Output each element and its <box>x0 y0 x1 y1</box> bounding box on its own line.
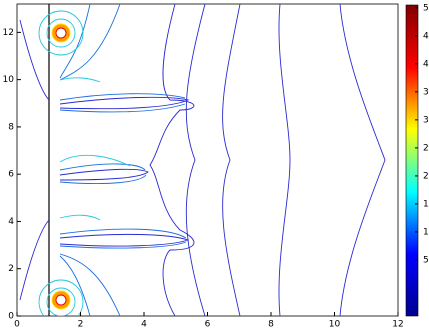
colorbar-tick-label: 40 <box>423 59 429 69</box>
x-tick-label: 0 <box>14 320 20 330</box>
x-tick-label: 8 <box>268 320 274 330</box>
x-tick-label: 4 <box>141 320 147 330</box>
x-tick-label: 12 <box>392 320 403 330</box>
y-tick-label: 6 <box>8 170 14 180</box>
colorbar-tick-label: 30 <box>423 115 429 125</box>
colorbar-tick-label: 15 <box>423 199 429 209</box>
colorbar <box>405 4 419 317</box>
y-tick-label: 2 <box>8 264 14 274</box>
colorbar-tick-label: 20 <box>423 171 429 181</box>
colorbar-tick-label: 5 <box>423 255 429 265</box>
colorbar-tick-label: 35 <box>423 87 429 97</box>
colorbar-tick-label: 25 <box>423 143 429 153</box>
y-tick-label: 12 <box>3 28 14 38</box>
contours <box>19 4 386 316</box>
colorbar-tick-label: 10 <box>423 227 429 237</box>
colorbar-tick-label: 45 <box>423 31 429 41</box>
x-tick-label: 10 <box>329 320 341 330</box>
y-tick-label: 8 <box>8 122 14 132</box>
y-tick-label: 4 <box>8 217 14 227</box>
y-tick-label: 0 <box>8 312 14 322</box>
plot-area <box>16 3 399 317</box>
colorbar-tick-label: 50 <box>423 3 429 13</box>
x-tick-label: 2 <box>78 320 84 330</box>
x-tick-label: 6 <box>205 320 211 330</box>
y-tick-label: 10 <box>3 75 15 85</box>
